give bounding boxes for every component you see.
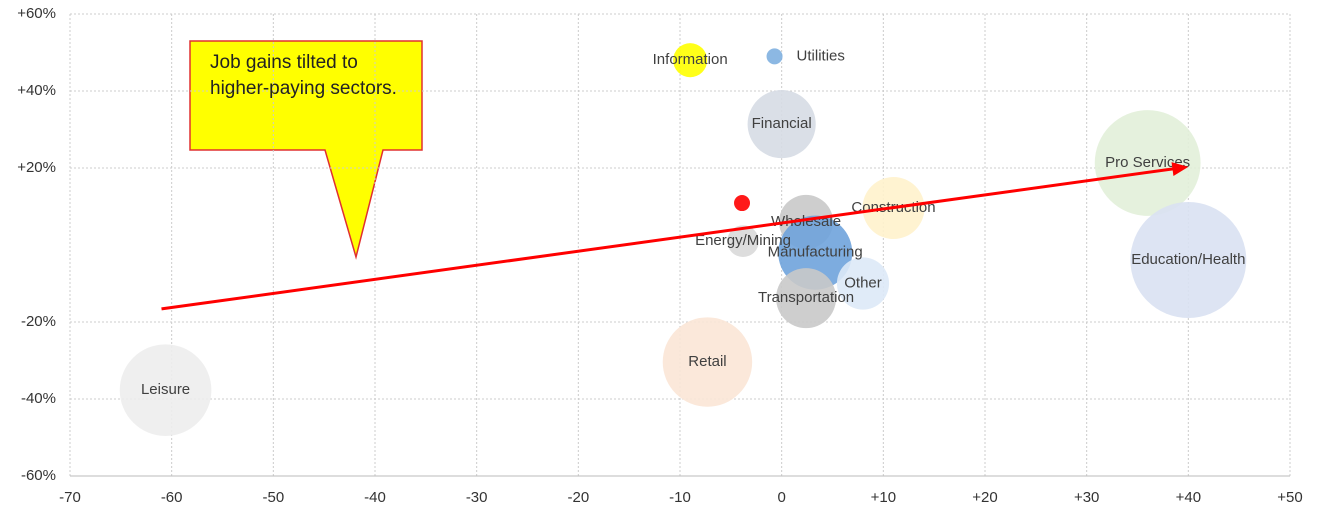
y-tick-label: -60% [21,467,56,484]
labels: Information Utilities Financial Pro Service… [141,47,1245,398]
bubble-label: Education/Health [1131,251,1245,268]
x-tick-label: +20 [972,489,997,506]
bubble-label: Manufacturing [768,244,863,261]
callout-box [189,40,423,260]
y-tick-label: -40% [21,390,56,407]
x-tick-label: +50 [1277,489,1302,506]
bubble-label: Energy/Mining [695,232,791,249]
y-tick-label: +40% [17,82,56,99]
x-tick-label: -40 [364,489,386,506]
bubble-label: Retail [688,353,726,370]
y-tick-label: +20% [17,159,56,176]
bubble [836,257,890,310]
x-tick-label: -60 [161,489,183,506]
x-tick-label: +10 [871,489,896,506]
bubble-label: Transportation [758,289,854,306]
bubble-label: Information [653,51,728,68]
x-tick-label: +30 [1074,489,1099,506]
callout-text: Job gains tilted to higher-paying sector… [210,52,397,99]
x-tick-label: -30 [466,489,488,506]
bubble-label: Utilities [797,47,845,64]
bubble-label: Leisure [141,381,190,398]
bubble-label: Other [844,274,882,291]
bubble [119,344,212,436]
x-tick-label: 0 [777,489,785,506]
bubble-label: Pro Services [1105,154,1190,171]
y-tick-label: -20% [21,313,56,330]
bubble [766,48,783,65]
x-tick-label: -20 [567,489,589,506]
trend-arrow [161,166,1181,311]
bubble [1130,202,1247,318]
x-tick-label: +40 [1176,489,1201,506]
bubble [727,225,759,257]
y-tick-label: +60% [17,5,56,22]
x-tick-label: -10 [669,489,691,506]
arrow-head [1171,162,1189,176]
bubble [747,90,816,159]
x-tick-label: -50 [262,489,284,506]
bubble [776,268,837,329]
bubble [1094,110,1201,216]
x-tick-label: -70 [59,489,81,506]
bubble [734,195,751,212]
bubble [673,43,708,78]
bubble-label: Financial [752,115,812,132]
bubble [662,317,753,407]
